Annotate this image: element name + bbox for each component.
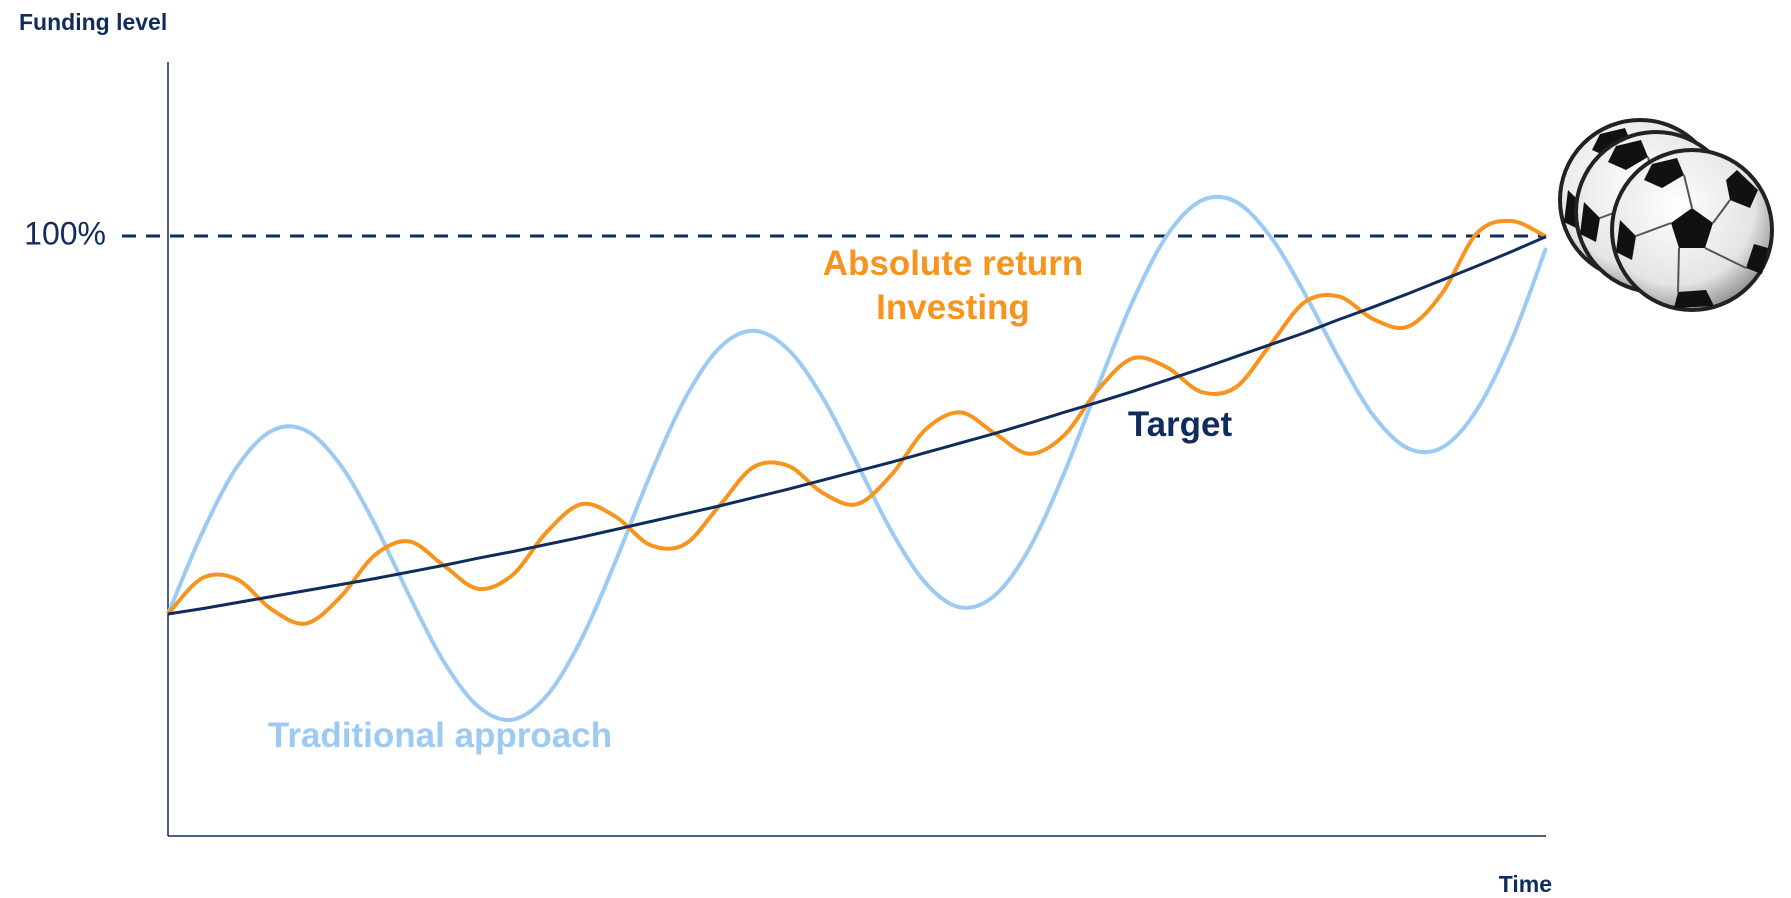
y-tick-label: 100% [24, 215, 106, 251]
x-axis-label: Time [1499, 871, 1552, 897]
series-label: Absolute return Investing [808, 242, 1098, 330]
football-icon [1560, 120, 1772, 310]
series-label: Traditional approach [200, 714, 680, 758]
series-label: Target [1080, 403, 1280, 447]
chart: Funding level Time 100% [0, 0, 1791, 898]
page: Funding level Time 100% Absolute return … [0, 0, 1791, 898]
y-axis-label: Funding level [19, 9, 167, 35]
